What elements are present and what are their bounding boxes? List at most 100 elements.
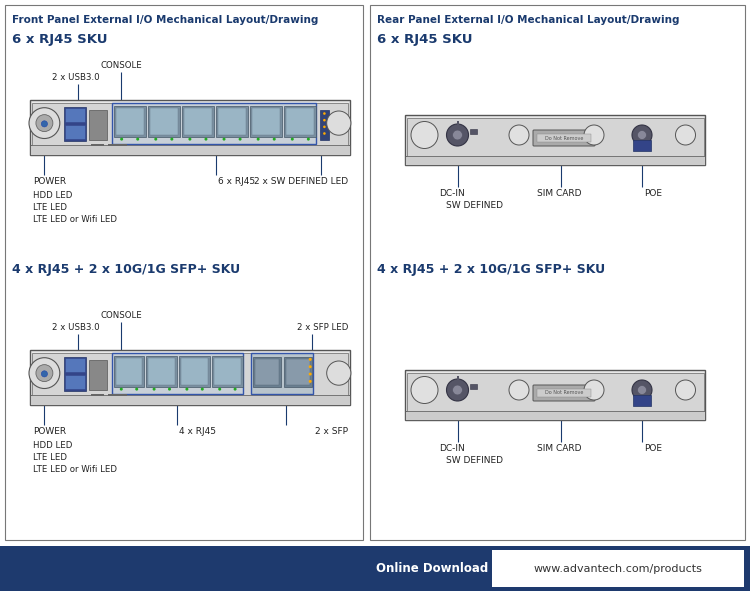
Circle shape [638,385,646,395]
Bar [112,103,316,144]
Bar [492,550,744,587]
Circle shape [273,138,276,141]
Bar [65,125,85,139]
Text: 2 x USB3.0: 2 x USB3.0 [53,73,100,82]
Bar [253,356,281,387]
Text: 6 x RJ45 SKU: 6 x RJ45 SKU [12,33,107,46]
Bar [32,103,349,145]
Circle shape [36,365,52,382]
Bar [214,358,241,385]
Bar [251,106,282,138]
Bar [405,411,705,420]
Circle shape [632,380,652,400]
Circle shape [323,119,326,122]
Circle shape [638,131,646,139]
Bar [633,140,651,151]
Bar [286,108,314,135]
Circle shape [135,388,138,391]
Bar [65,358,85,372]
Bar [116,108,144,135]
Circle shape [136,138,140,141]
Bar [218,108,246,135]
Circle shape [584,380,604,400]
Text: DC-IN: DC-IN [440,444,465,453]
Bar [113,356,145,388]
Bar [405,156,705,165]
Bar [179,356,210,388]
Bar [457,121,458,127]
Circle shape [185,388,188,391]
Circle shape [152,388,155,391]
Bar [89,360,106,390]
Text: Do Not Remove: Do Not Remove [544,391,584,395]
Circle shape [509,380,529,400]
Circle shape [291,138,294,141]
Circle shape [307,138,310,141]
Bar [116,358,142,385]
Circle shape [170,138,173,141]
Bar [30,100,350,155]
Text: HDD LED
LTE LED
LTE LED or Wifi LED: HDD LED LTE LED LTE LED or Wifi LED [33,191,117,223]
Bar [405,115,705,165]
Circle shape [188,138,191,141]
Text: POE: POE [644,189,662,198]
Circle shape [411,122,438,148]
Text: DC-IN: DC-IN [440,189,465,198]
Text: 6 x RJ45: 6 x RJ45 [217,177,255,186]
Bar [107,394,127,396]
Text: HDD LED
LTE LED
LTE LED or Wifi LED: HDD LED LTE LED LTE LED or Wifi LED [33,441,117,473]
Bar [107,144,127,146]
Circle shape [41,121,47,127]
Text: Online Download: Online Download [376,562,488,575]
Text: 2 x SFP LED: 2 x SFP LED [296,323,348,332]
Bar [89,110,106,140]
Bar [182,358,208,385]
Bar [0,546,750,591]
Text: SW DEFINED: SW DEFINED [446,201,503,210]
Bar [146,356,177,388]
Bar [30,145,350,155]
Text: POWER: POWER [33,427,66,436]
Bar [633,395,651,406]
Bar [255,359,279,385]
Bar [64,106,86,141]
Bar [148,358,176,385]
Bar [252,108,280,135]
Bar [251,353,314,394]
Circle shape [446,379,469,401]
Bar [470,129,477,134]
Bar [537,389,591,397]
FancyBboxPatch shape [533,130,595,146]
Circle shape [154,138,158,141]
Circle shape [120,388,123,391]
Bar [65,375,85,389]
Bar [150,108,178,135]
Bar [405,370,705,420]
Circle shape [256,138,259,141]
Circle shape [676,380,695,400]
Circle shape [327,361,351,385]
Circle shape [327,111,351,135]
Bar [216,106,248,138]
Circle shape [29,358,60,388]
Circle shape [323,112,326,115]
Circle shape [168,388,171,391]
Text: Do Not Remove: Do Not Remove [544,135,584,141]
Text: www.advantech.com/products: www.advantech.com/products [533,563,703,573]
Text: SIM CARD: SIM CARD [537,189,581,198]
Circle shape [309,358,312,361]
Text: 6 x RJ45 SKU: 6 x RJ45 SKU [377,33,472,46]
Circle shape [309,380,312,383]
Circle shape [238,138,242,141]
Text: POE: POE [644,444,662,453]
Bar [212,356,243,388]
Circle shape [29,108,60,138]
Bar [457,376,458,382]
Bar [320,110,329,140]
Bar [30,395,350,405]
Circle shape [218,388,221,391]
Circle shape [41,371,47,377]
Text: 2 x SW DEFINED LED: 2 x SW DEFINED LED [254,177,348,186]
Circle shape [584,125,604,145]
Bar [5,5,363,540]
